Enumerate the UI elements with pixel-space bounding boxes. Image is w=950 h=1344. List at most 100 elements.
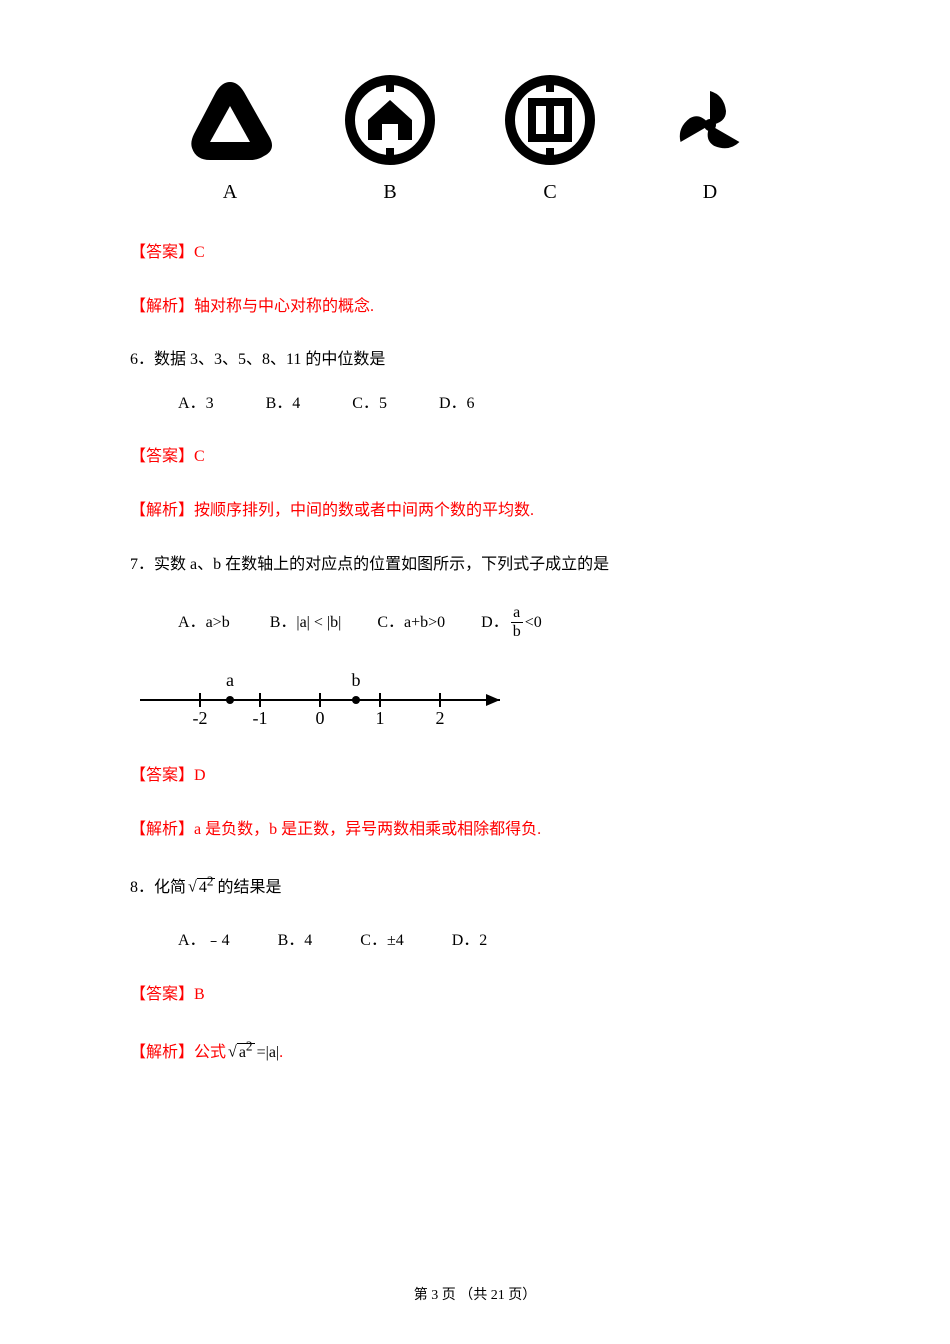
q6-answer-label: 【答案】 — [130, 448, 194, 465]
q6-analysis-label: 【解析】 — [130, 502, 194, 519]
q8-opt-b: B．4 — [278, 928, 313, 954]
svg-text:1: 1 — [376, 708, 385, 728]
q8-analysis-rhs: =|a| — [257, 1040, 280, 1066]
svg-text:2: 2 — [436, 708, 445, 728]
q6-opt-b: B．4 — [266, 391, 301, 417]
shape-d-icon — [655, 70, 765, 170]
q6-stem: 6．数据 3、3、5、8、11 的中位数是 — [130, 347, 820, 373]
q6-stem-text: 数据 3、3、5、8、11 的中位数是 — [154, 351, 385, 368]
q8-stem-suffix: 的结果是 — [217, 875, 281, 901]
q7-opt-d-num: a — [511, 605, 523, 623]
q8-opt-d: D．2 — [452, 928, 488, 954]
q7-numberline-wrap: -2 -1 0 1 2 a b — [130, 660, 820, 735]
footer-middle: 页 （共 — [438, 1288, 491, 1303]
q5-analysis-label: 【解析】 — [130, 298, 194, 315]
q8-answer-value: B — [194, 986, 205, 1003]
q8-analysis-line: 【解析】 公式 √a2 =|a| . — [130, 1035, 820, 1065]
q6-answer-value: C — [194, 448, 205, 465]
q5-analysis-line: 【解析】轴对称与中心对称的概念. — [130, 294, 820, 320]
page: A B C — [0, 0, 950, 1344]
q5-answer-value: C — [194, 244, 205, 261]
q7-opt-d-den: b — [511, 623, 523, 640]
q7-opt-b: B．|a| < |b| — [270, 610, 342, 636]
q7-stem-text: 实数 a、b 在数轴上的对应点的位置如图所示，下列式子成立的是 — [154, 556, 609, 573]
q6-answer-line: 【答案】C — [130, 444, 820, 470]
q6-opt-a: A．3 — [178, 391, 214, 417]
q8-options: A．﹣4 B．4 C．±4 D．2 — [130, 928, 820, 954]
svg-text:-2: -2 — [193, 708, 208, 728]
q8-opt-b-val: 4 — [304, 928, 312, 954]
q8-analysis-exp: 2 — [246, 1038, 253, 1053]
q7-opt-d: D． a b <0 — [481, 605, 542, 640]
shape-d-cell: D — [630, 70, 790, 204]
q6-opt-c: C．5 — [352, 391, 387, 417]
q7-opt-d-frac: a b — [511, 605, 523, 640]
q8-analysis-base: a — [239, 1044, 246, 1061]
q8-opt-a: A．﹣4 — [178, 928, 230, 954]
q7-opt-c: C．a+b>0 — [377, 610, 445, 636]
q6-analysis-line: 【解析】按顺序排列，中间的数或者中间两个数的平均数. — [130, 498, 820, 524]
q5-answer-line: 【答案】C — [130, 240, 820, 266]
q7-stem-label: 7． — [130, 556, 154, 573]
q7-opt-c-val: a+b>0 — [404, 610, 445, 636]
q8-opt-d-val: 2 — [479, 928, 487, 954]
shape-a-cell: A — [150, 70, 310, 204]
q6-options: A．3 B．4 C．5 D．6 — [130, 391, 820, 417]
svg-text:b: b — [352, 670, 361, 690]
q8-answer-label: 【答案】 — [130, 986, 194, 1003]
svg-text:-1: -1 — [253, 708, 268, 728]
q7-options: A．a>b B．|a| < |b| C．a+b>0 D． a b <0 — [130, 605, 820, 640]
shape-b-label: B — [310, 181, 470, 204]
q8-stem-exp: 2 — [207, 873, 214, 888]
q6-opt-a-val: 3 — [206, 391, 214, 417]
page-footer: 第 3 页 （共 21 页） — [0, 1284, 950, 1304]
q8-opt-a-val: ﹣4 — [206, 928, 230, 954]
q5-analysis-text: 轴对称与中心对称的概念. — [194, 298, 374, 315]
q7-opt-d-suffix: <0 — [525, 610, 542, 636]
q7-analysis-text: a 是负数，b 是正数，异号两数相乘或相除都得负. — [194, 821, 541, 838]
q7-opt-b-val: |a| < |b| — [296, 610, 341, 636]
shape-c-label: C — [470, 181, 630, 204]
q7-answer-label: 【答案】 — [130, 767, 194, 784]
q8-opt-c-val: ±4 — [387, 928, 404, 954]
q7-answer-value: D — [194, 767, 206, 784]
shape-b-icon — [335, 70, 445, 170]
shape-c-icon — [495, 70, 605, 170]
shape-a-label: A — [150, 181, 310, 204]
q6-analysis-text: 按顺序排列，中间的数或者中间两个数的平均数. — [194, 502, 534, 519]
q5-answer-label: 【答案】 — [130, 244, 194, 261]
q8-stem-base: 4 — [199, 879, 207, 896]
q5-figure-row: A B C — [150, 70, 820, 204]
q6-opt-b-val: 4 — [292, 391, 300, 417]
q8-opt-c: C．±4 — [360, 928, 403, 954]
shape-b-cell: B — [310, 70, 470, 204]
q8-stem-label: 8． — [130, 875, 154, 901]
q8-stem-prefix: 化简 — [154, 875, 186, 901]
svg-text:0: 0 — [316, 708, 325, 728]
q6-opt-d-val: 6 — [467, 391, 475, 417]
footer-suffix: 页） — [505, 1288, 537, 1303]
q8-answer-line: 【答案】B — [130, 982, 820, 1008]
q7-answer-line: 【答案】D — [130, 763, 820, 789]
q6-opt-c-val: 5 — [379, 391, 387, 417]
shape-a-icon — [175, 70, 285, 170]
q7-numberline: -2 -1 0 1 2 a b — [130, 660, 530, 730]
q7-analysis-line: 【解析】a 是负数，b 是正数，异号两数相乘或相除都得负. — [130, 817, 820, 843]
q8-analysis-label: 【解析】 — [130, 1040, 194, 1066]
q7-stem: 7．实数 a、b 在数轴上的对应点的位置如图所示，下列式子成立的是 — [130, 552, 820, 578]
footer-prefix: 第 — [414, 1288, 432, 1303]
q8-stem: 8． 化简 √42 的结果是 — [130, 870, 820, 900]
q8-stem-sqrt: √42 — [188, 870, 215, 900]
q8-analysis-sqrt: √a2 — [228, 1035, 255, 1065]
q7-opt-a: A．a>b — [178, 610, 230, 636]
footer-total: 21 — [491, 1288, 505, 1303]
q7-opt-a-val: a>b — [206, 610, 230, 636]
svg-text:a: a — [226, 670, 234, 690]
shape-c-cell: C — [470, 70, 630, 204]
q7-analysis-label: 【解析】 — [130, 821, 194, 838]
q8-analysis-suffix: . — [279, 1040, 283, 1066]
shape-d-label: D — [630, 181, 790, 204]
q6-opt-d: D．6 — [439, 391, 475, 417]
q8-analysis-prefix: 公式 — [194, 1040, 226, 1066]
q6-stem-label: 6． — [130, 351, 154, 368]
